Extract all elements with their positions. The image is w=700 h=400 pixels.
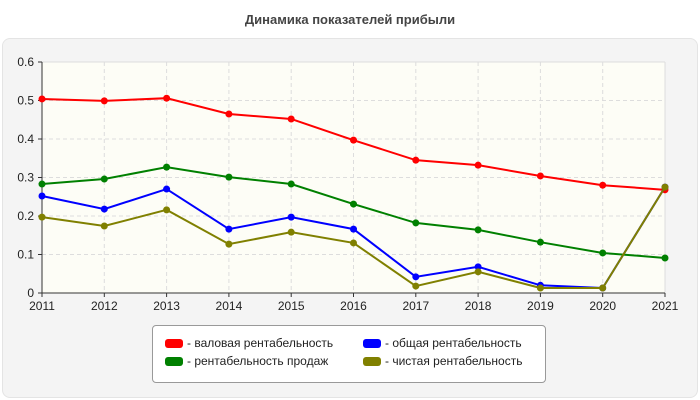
data-point — [474, 226, 482, 234]
data-point — [100, 97, 108, 105]
data-point — [163, 185, 171, 193]
chart-title: Динамика показателей прибыли — [244, 12, 456, 27]
data-point — [412, 282, 420, 290]
legend-label: - валовая рентабельность — [187, 336, 334, 350]
data-point — [474, 268, 482, 276]
y-tick-label: 0.2 — [17, 209, 34, 223]
data-point — [536, 172, 544, 180]
data-point — [350, 225, 357, 233]
data-point — [163, 94, 171, 102]
legend-swatch — [165, 356, 183, 366]
data-point — [163, 163, 171, 171]
data-point — [350, 200, 357, 208]
x-tick-label: 2017 — [402, 299, 429, 313]
x-tick-label: 2018 — [465, 299, 492, 313]
data-point — [474, 263, 482, 271]
data-point — [38, 180, 46, 188]
data-point — [287, 213, 295, 221]
y-tick-label: 0.6 — [17, 55, 34, 69]
y-tick-label: 0 — [27, 286, 34, 300]
legend-item: - валовая рентабельность — [165, 336, 333, 350]
legend: - валовая рентабельность - общая рентабе… — [152, 325, 546, 383]
data-point — [163, 206, 171, 214]
data-point — [225, 110, 233, 118]
data-point — [599, 249, 607, 257]
data-point — [412, 156, 420, 164]
legend-item: - рентабельность продаж — [165, 354, 328, 368]
data-point — [350, 239, 357, 247]
x-tick-label: 2016 — [340, 299, 367, 313]
data-point — [287, 115, 295, 123]
data-point — [100, 175, 108, 183]
legend-label: - рентабельность продаж — [187, 354, 329, 368]
data-point — [661, 254, 669, 262]
x-tick-label: 2014 — [216, 299, 243, 313]
x-tick-label: 2020 — [589, 299, 616, 313]
data-point — [287, 180, 295, 188]
data-point — [412, 273, 420, 281]
y-tick-label: 0.1 — [17, 248, 34, 262]
data-point — [100, 205, 108, 213]
data-point — [661, 183, 669, 191]
data-point — [536, 238, 544, 246]
data-point — [599, 284, 607, 292]
x-tick-label: 2015 — [278, 299, 305, 313]
x-tick-label: 2019 — [527, 299, 554, 313]
data-point — [599, 181, 607, 189]
data-point — [38, 213, 46, 221]
y-tick-label: 0.4 — [17, 132, 34, 146]
legend-swatch — [165, 338, 183, 348]
data-point — [287, 228, 295, 236]
data-point — [38, 192, 46, 200]
data-point — [225, 240, 233, 248]
legend-label: - чистая рентабельность — [385, 354, 523, 368]
legend-item: - общая рентабельность — [363, 336, 522, 350]
legend-swatch — [363, 338, 381, 348]
data-point — [536, 284, 544, 292]
x-tick-label: 2011 — [29, 299, 55, 313]
data-point — [474, 161, 482, 169]
data-point — [225, 225, 233, 233]
x-tick-label: 2013 — [153, 299, 180, 313]
legend-swatch — [363, 356, 381, 366]
legend-item: - чистая рентабельность — [363, 354, 522, 368]
data-point — [100, 222, 108, 230]
data-point — [350, 136, 357, 144]
y-tick-label: 0.5 — [17, 94, 34, 108]
x-tick-label: 2021 — [652, 299, 679, 313]
data-point — [225, 173, 233, 181]
data-point — [412, 219, 420, 227]
x-tick-label: 2012 — [91, 299, 118, 313]
y-tick-label: 0.3 — [17, 171, 34, 185]
legend-label: - общая рентабельность — [385, 336, 522, 350]
data-point — [38, 95, 46, 103]
